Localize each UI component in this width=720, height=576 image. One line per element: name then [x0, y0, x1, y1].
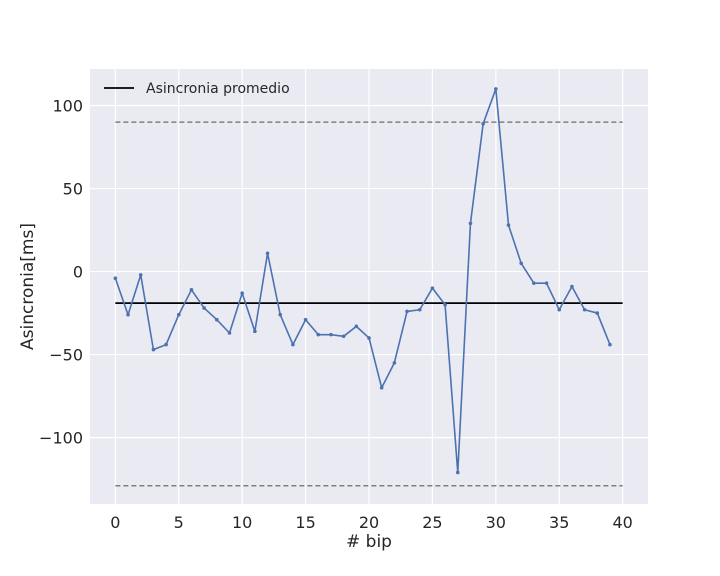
y-tick-label: 0 — [73, 263, 83, 282]
y-axis-label: Asincronia[ms] — [18, 223, 38, 350]
data-point — [379, 385, 384, 390]
data-point — [367, 336, 371, 340]
series-line — [114, 88, 611, 474]
y-tick-label: −100 — [39, 429, 83, 448]
x-tick-labels: 0 5 10 15 20 25 30 35 40 — [110, 513, 633, 532]
series-layer — [113, 87, 612, 475]
x-tick-label: 10 — [232, 513, 252, 532]
data-point — [316, 332, 321, 337]
data-point — [595, 311, 600, 315]
data-point — [544, 281, 549, 285]
data-point — [430, 286, 435, 290]
data-point — [405, 309, 409, 314]
x-tick-label: 35 — [549, 513, 569, 532]
y-tick-label: 50 — [63, 180, 83, 199]
data-point — [176, 312, 181, 317]
data-point — [608, 342, 612, 347]
data-point — [354, 324, 359, 329]
x-axis-label: # bip — [346, 532, 392, 552]
x-tick-label: 30 — [486, 513, 506, 532]
data-point — [506, 223, 511, 227]
data-point — [138, 273, 143, 277]
data-point — [240, 291, 244, 295]
y-tick-labels: −100 −50 0 50 100 — [39, 97, 83, 448]
legend-label: Asincronia promedio — [146, 81, 290, 97]
x-tick-label: 20 — [359, 513, 379, 532]
data-point — [265, 251, 270, 256]
legend: Asincronia promedio — [104, 81, 290, 97]
data-point — [278, 312, 283, 317]
data-point — [227, 331, 232, 335]
data-point — [519, 261, 523, 266]
data-point — [253, 329, 257, 334]
data-point — [582, 307, 587, 312]
data-point — [557, 307, 562, 312]
data-point — [570, 284, 574, 289]
data-point — [443, 302, 447, 307]
data-point — [417, 307, 422, 312]
data-point — [113, 276, 118, 280]
data-point — [532, 281, 536, 285]
y-tick-label: −50 — [49, 346, 83, 365]
data-point — [329, 332, 333, 337]
x-tick-label: 15 — [295, 513, 315, 532]
data-point — [164, 342, 168, 347]
data-point — [215, 317, 219, 322]
data-point — [481, 121, 485, 126]
x-tick-label: 25 — [422, 513, 442, 532]
data-point — [291, 342, 295, 347]
data-point — [455, 470, 460, 475]
data-point — [392, 361, 397, 365]
data-point — [151, 347, 156, 352]
data-point — [189, 288, 194, 292]
data-point — [468, 221, 473, 226]
data-point — [494, 87, 498, 91]
x-tick-label: 40 — [612, 513, 632, 532]
data-point — [341, 334, 346, 339]
data-point — [202, 306, 206, 310]
y-tick-label: 100 — [52, 97, 83, 116]
x-tick-label: 0 — [110, 513, 120, 532]
grid — [90, 69, 648, 504]
x-tick-label: 5 — [174, 513, 184, 532]
data-point — [303, 317, 308, 322]
data-point — [126, 312, 130, 317]
